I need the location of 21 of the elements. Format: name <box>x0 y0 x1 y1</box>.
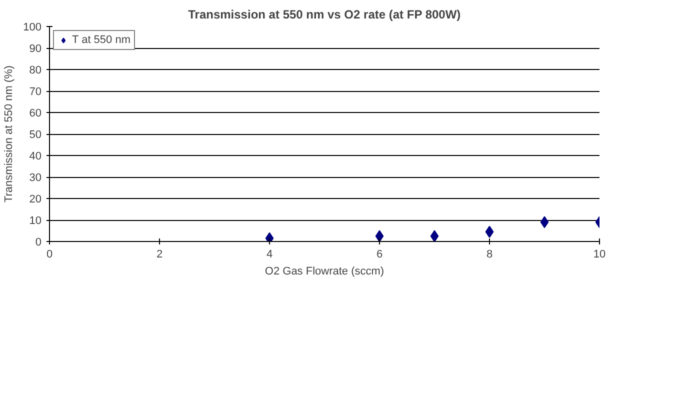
x-tick-label: 8 <box>486 248 493 260</box>
y-tick-label: 100 <box>23 22 42 34</box>
x-tick-label: 4 <box>266 248 273 260</box>
y-tick-label: 90 <box>29 43 42 55</box>
y-tick-label: 80 <box>29 64 42 76</box>
legend-label: T at 550 nm <box>72 34 130 46</box>
y-tick-label: 0 <box>35 236 42 248</box>
x-tick-label: 10 <box>593 248 606 260</box>
y-tick-label: 20 <box>29 194 42 206</box>
x-axis-title: O2 Gas Flowrate (sccm) <box>264 266 384 278</box>
chart-title: Transmission at 550 nm vs O2 rate (at FP 800W) <box>188 8 461 22</box>
y-tick-label: 40 <box>29 150 42 162</box>
y-tick-label: 70 <box>29 86 42 98</box>
x-tick-label: 0 <box>46 248 53 260</box>
x-tick-label: 2 <box>156 248 163 260</box>
x-tick-label: 6 <box>376 248 383 260</box>
y-tick-label: 60 <box>29 108 42 120</box>
y-tick-label: 30 <box>29 172 42 184</box>
y-tick-label: 10 <box>29 215 42 227</box>
y-axis-title: Transmission at 550 nm (%) <box>3 65 16 203</box>
y-tick-label: 50 <box>29 129 42 141</box>
